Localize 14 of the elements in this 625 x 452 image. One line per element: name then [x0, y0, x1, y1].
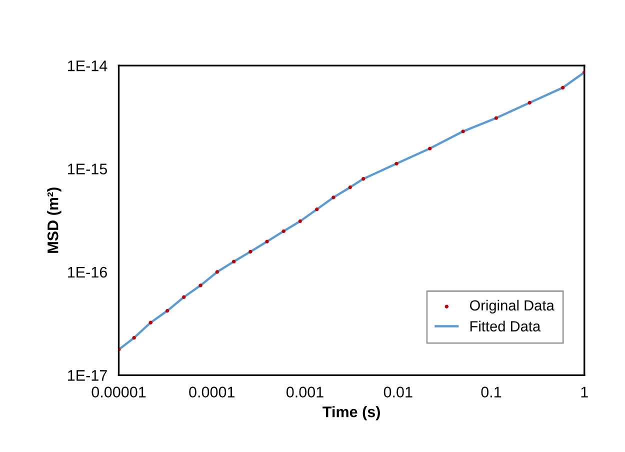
legend-label: Fitted Data: [470, 320, 541, 332]
x-tick-label: 1: [581, 386, 588, 398]
x-tick-label: 0.001: [286, 386, 324, 398]
y-tick-label: 1E-17: [68, 370, 107, 381]
x-axis-title: Time (s): [322, 406, 380, 420]
x-tick-label: 0.00001: [92, 386, 146, 398]
y-tick-label: 1E-14: [68, 60, 108, 72]
x-tick-label: 0.0001: [189, 386, 234, 398]
x-tick-label: 0.1: [481, 386, 502, 398]
y-tick-label: 1E-16: [68, 266, 107, 278]
legend-label: Original Data: [470, 300, 554, 314]
y-tick-label: 1E-15: [68, 164, 107, 174]
x-tick-label: 0.01: [384, 386, 412, 398]
y-axis-title: MSD (m²): [47, 188, 62, 253]
